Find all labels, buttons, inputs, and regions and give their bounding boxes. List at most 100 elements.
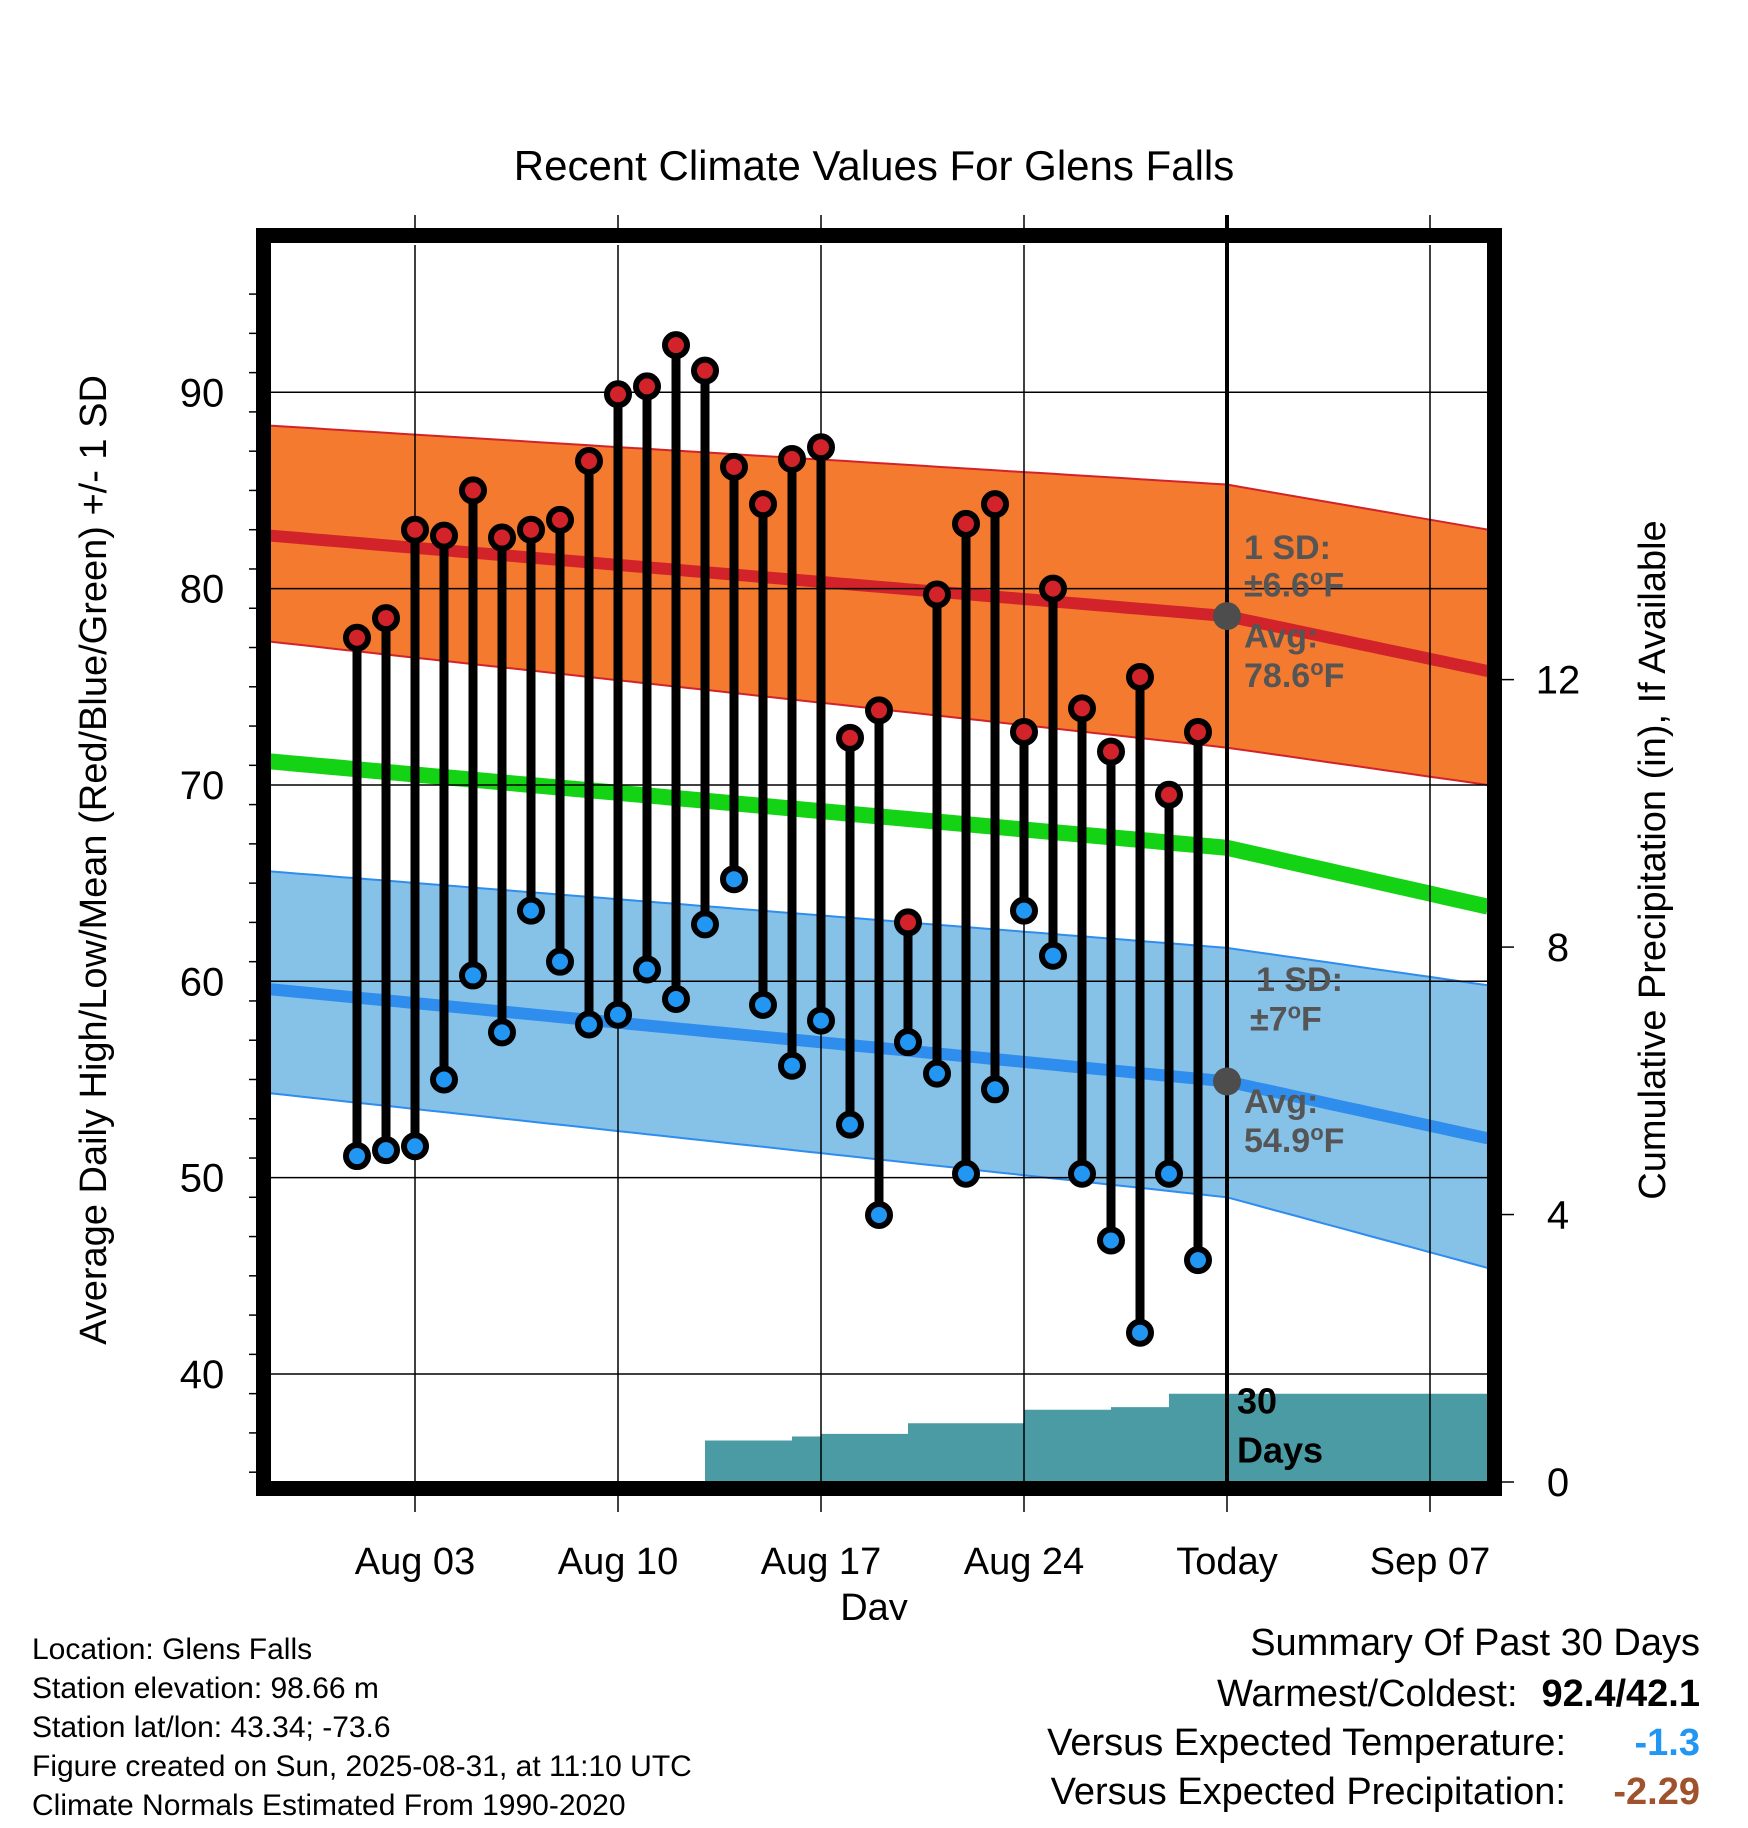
x-tick-label: Aug 03 (355, 1541, 475, 1583)
high-point (807, 433, 835, 462)
high-point (836, 723, 864, 752)
low-point (1126, 1318, 1154, 1347)
high-point (401, 515, 429, 544)
high-point (749, 490, 777, 519)
low-point (1039, 941, 1067, 970)
summary-temp-row: Versus Expected Temperature: -1.3 (1047, 1722, 1700, 1765)
summary-temp-label: Versus Expected Temperature: (1047, 1722, 1566, 1764)
low-point (1097, 1226, 1125, 1255)
high-point (662, 331, 690, 360)
summary-panel: Summary Of Past 30 Days Warmest/Coldest:… (1047, 1622, 1700, 1814)
high-point (1068, 694, 1096, 723)
high-point (720, 452, 748, 481)
high-point (372, 604, 400, 633)
y-tick-label: 60 (180, 960, 225, 1004)
low-point (488, 1018, 516, 1047)
low-point (1068, 1159, 1096, 1188)
low-point (865, 1200, 893, 1229)
x-tick-label: Sep 07 (1370, 1541, 1490, 1583)
low-point (749, 990, 777, 1019)
low-point (923, 1059, 951, 1088)
high-point (1010, 717, 1038, 746)
high-point (343, 623, 371, 652)
low-point (981, 1075, 1009, 1104)
high-point (604, 380, 632, 409)
low-point (662, 984, 690, 1013)
high-point (488, 523, 516, 552)
low-point (401, 1132, 429, 1161)
info-created: Figure created on Sun, 2025-08-31, at 11… (32, 1750, 692, 1783)
summary-warmest-label: Warmest/Coldest: (1216, 1673, 1518, 1715)
high-sd-upper-edge (270, 424, 1488, 531)
y2-tick-label: 12 (1536, 659, 1581, 703)
y-tick-label: 50 (180, 1157, 225, 1201)
low-point (720, 865, 748, 894)
high-point (546, 505, 574, 534)
high-point (923, 580, 951, 609)
station-info: Location: Glens Falls Station elevation:… (32, 1630, 692, 1825)
low-point (372, 1136, 400, 1165)
high-sd-value: ±6.6oF (1244, 564, 1344, 604)
y-tick-label: 40 (180, 1353, 225, 1397)
y2-tick-label: 0 (1547, 1461, 1569, 1505)
x-tick-label: Today (1176, 1541, 1277, 1583)
high-point (575, 446, 603, 475)
high-point (952, 509, 980, 538)
low-point (459, 961, 487, 990)
y-axis-label: Average Daily High/Low/Mean (Red/Blue/Gr… (73, 375, 115, 1345)
high-point (778, 445, 806, 474)
climate-chart: Recent Climate Values For Glens Falls 1 … (73, 142, 1674, 1620)
high-avg-value: 78.6oF (1244, 655, 1344, 695)
low-point (343, 1142, 371, 1171)
low-point (691, 910, 719, 939)
low-point (807, 1006, 835, 1035)
high-point (894, 908, 922, 937)
low-point (633, 955, 661, 984)
info-location: Location: Glens Falls (32, 1633, 313, 1666)
precip-area (270, 1393, 1488, 1482)
y2-axis-label: Cumulative Precipitation (in), If Availa… (1632, 520, 1674, 1199)
summary-precip-value: -2.29 (1613, 1771, 1700, 1813)
low-point (778, 1051, 806, 1080)
y-tick-label: 70 (180, 764, 225, 808)
summary-precip-row: Versus Expected Precipitation: -2.29 (1047, 1771, 1700, 1814)
today-normal-low-marker (1213, 1067, 1241, 1096)
high-point (1184, 717, 1212, 746)
low-avg-value: 54.9oF (1244, 1120, 1344, 1160)
low-point (1010, 896, 1038, 925)
window-number: 30 (1237, 1380, 1277, 1421)
info-normals: Climate Normals Estimated From 1990-2020 (32, 1789, 626, 1822)
low-point (836, 1110, 864, 1139)
low-point (430, 1065, 458, 1094)
high-point (691, 356, 719, 385)
chart-title: Recent Climate Values For Glens Falls (514, 142, 1234, 189)
low-point (1184, 1246, 1212, 1275)
high-point (633, 372, 661, 401)
high-point (430, 521, 458, 550)
low-point (894, 1028, 922, 1057)
high-point (1155, 780, 1183, 809)
low-sd-value: ±7oF (1250, 998, 1322, 1038)
y-tick-label: 90 (180, 371, 225, 415)
info-elevation: Station elevation: 98.66 m (32, 1672, 379, 1705)
low-point (546, 947, 574, 976)
high-point (1097, 737, 1125, 766)
x-axis-label: Day (840, 1587, 908, 1620)
summary-precip-label: Versus Expected Precipitation: (1050, 1771, 1566, 1813)
high-point (517, 515, 545, 544)
high-sd-band (270, 425, 1488, 785)
low-avg-label: Avg: (1244, 1083, 1318, 1121)
low-point (575, 1010, 603, 1039)
low-point (604, 1000, 632, 1029)
summary-warmest-row: Warmest/Coldest: 92.4/42.1 (1047, 1673, 1700, 1716)
low-point (1155, 1159, 1183, 1188)
high-point (981, 490, 1009, 519)
summary-warmest-value: 92.4/42.1 (1541, 1673, 1700, 1715)
summary-title: Summary Of Past 30 Days (1250, 1622, 1700, 1664)
high-avg-label: Avg: (1244, 618, 1318, 656)
window-label: Days (1237, 1429, 1323, 1470)
high-point (1039, 574, 1067, 603)
low-point (952, 1159, 980, 1188)
high-point (1126, 662, 1154, 691)
y2-tick-label: 8 (1547, 926, 1569, 970)
